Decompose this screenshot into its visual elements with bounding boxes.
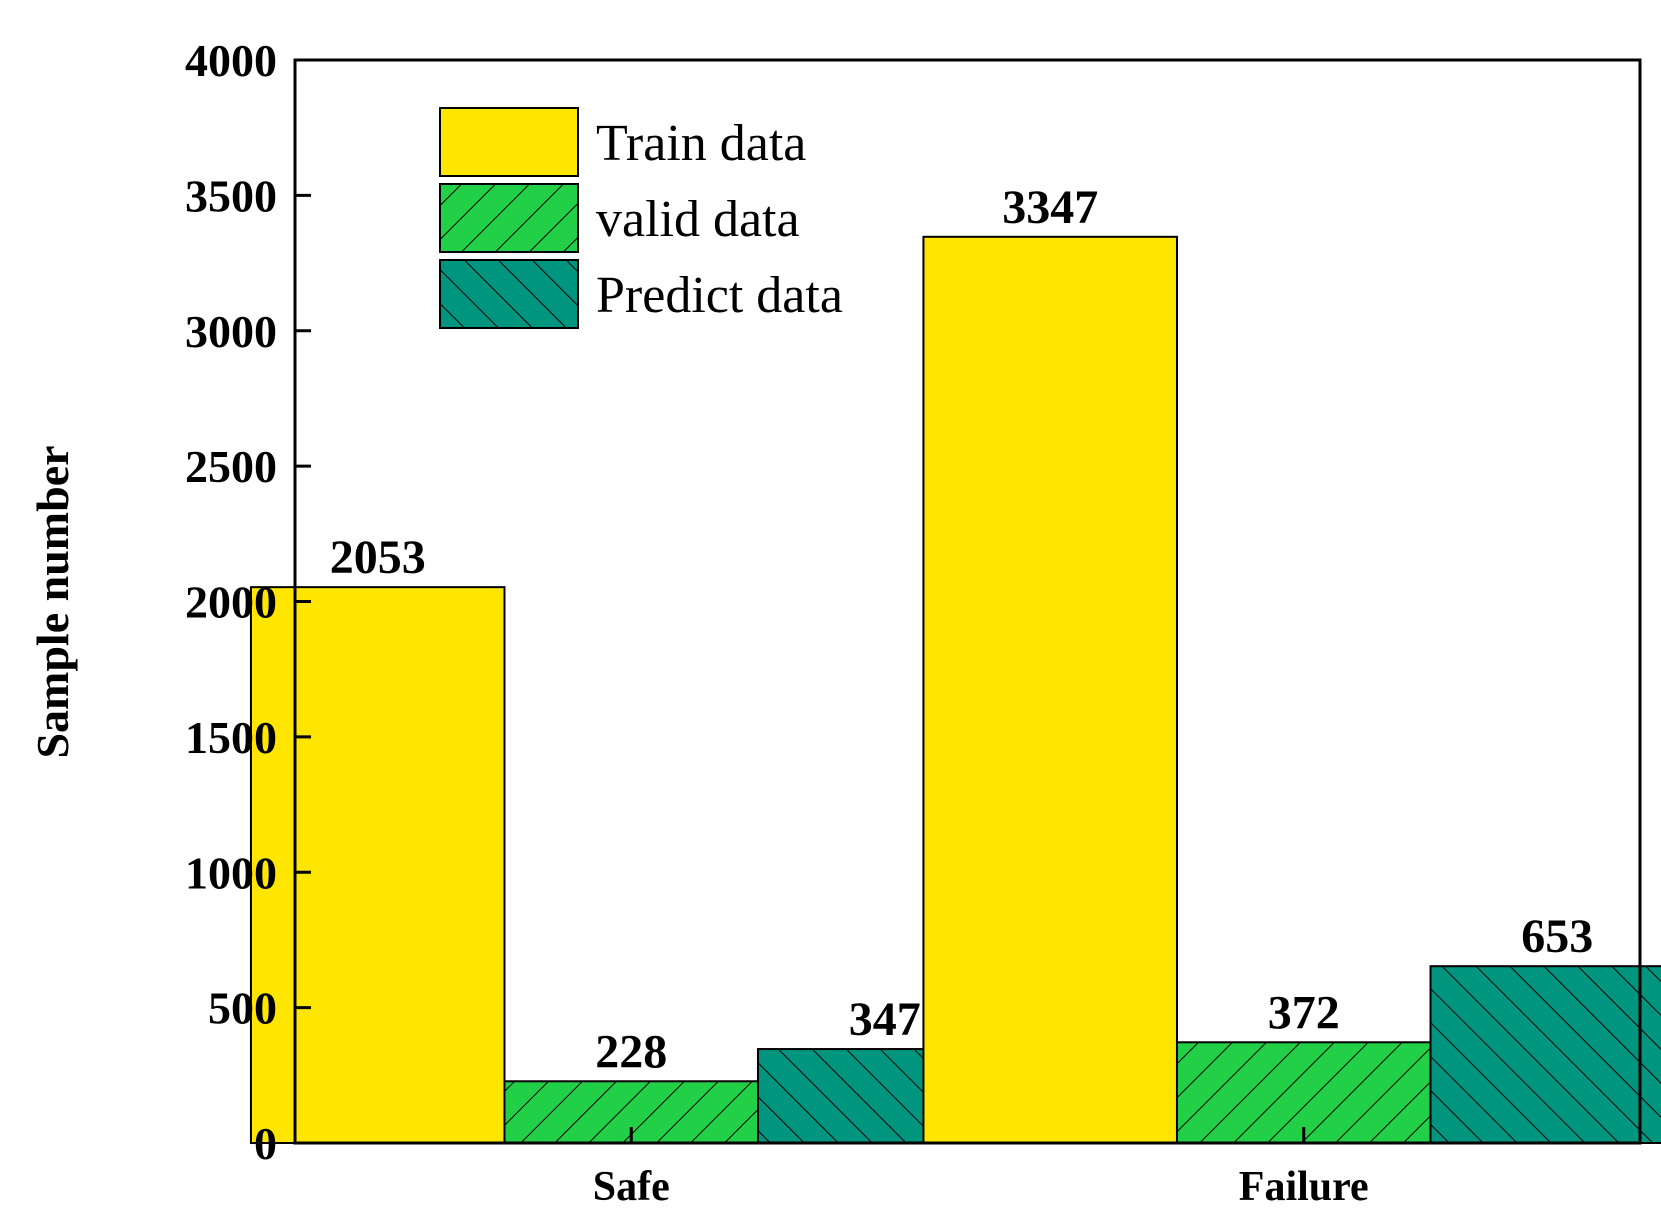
legend-label: Train data [596, 115, 806, 172]
legend-swatch-valid-data [439, 183, 579, 253]
y-axis-title: Sample number [27, 445, 78, 758]
x-tick-label: Safe [593, 1164, 670, 1210]
legend-label: valid data [596, 191, 800, 248]
y-axis: 0 500 1000 1500 2000 2500 3000 3500 4000 [185, 35, 311, 1169]
bar-predict-data-failure [1429, 965, 1661, 1144]
legend: Train data valid data Predict data [439, 107, 843, 329]
y-tick-label: 3000 [185, 306, 277, 357]
data-label: 372 [1268, 986, 1340, 1039]
y-tick-label: 2000 [185, 577, 277, 628]
bars-layer [249, 235, 1661, 1145]
bar-train-data-failure [922, 235, 1178, 1144]
y-tick-label: 2500 [185, 441, 277, 492]
data-label: 2053 [330, 531, 426, 584]
bar-train-data-safe [249, 586, 506, 1144]
y-tick-label: 0 [254, 1118, 277, 1169]
legend-swatch-predict-data [439, 259, 579, 329]
x-tick-label: Failure [1239, 1164, 1369, 1210]
data-label: 347 [849, 993, 921, 1046]
y-tick-label: 4000 [185, 35, 277, 86]
y-tick-label: 1000 [185, 847, 277, 898]
data-label: 3347 [1002, 181, 1098, 234]
y-tick-label: 1500 [185, 712, 277, 763]
y-tick-label: 500 [208, 983, 277, 1034]
legend-label: Predict data [596, 267, 843, 324]
bar-valid-data-failure [1175, 1041, 1432, 1145]
y-tick-label: 3500 [185, 170, 277, 221]
data-label: 228 [595, 1025, 667, 1078]
x-axis: Safe Failure [593, 1127, 1369, 1210]
data-label: 653 [1521, 910, 1593, 963]
legend-swatch-train-data [439, 107, 579, 177]
data-labels-layer: 2053 228 347 3347 372 653 [330, 181, 1594, 1078]
